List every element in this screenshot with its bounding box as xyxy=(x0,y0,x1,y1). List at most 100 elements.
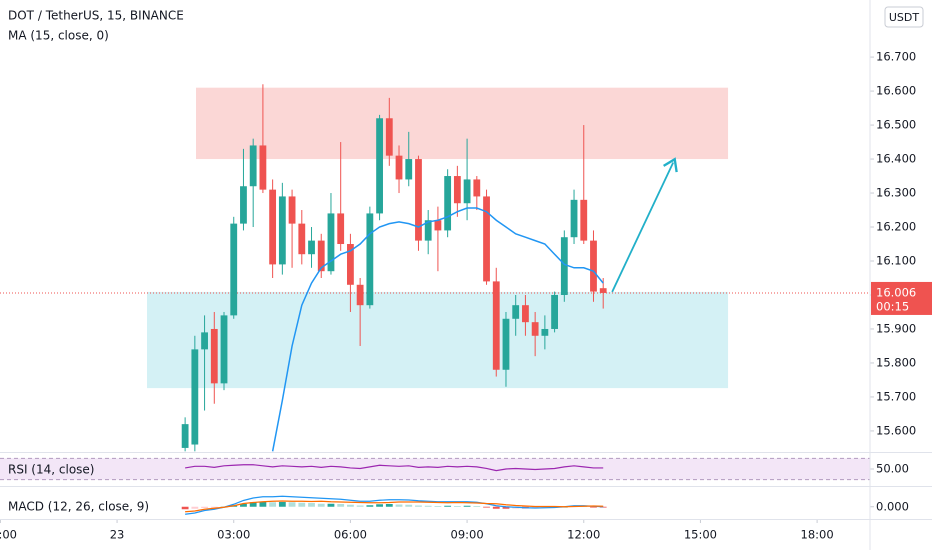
currency-button[interactable] xyxy=(884,6,924,28)
macd-histogram-bar xyxy=(269,502,277,507)
macd-histogram-bar xyxy=(599,506,607,508)
macd-title: MACD (12, 26, close, 9) xyxy=(8,500,149,514)
macd-histogram-bar xyxy=(181,506,189,510)
x-tick-label: 15:00 xyxy=(684,528,717,542)
macd-histogram-bar xyxy=(444,505,452,507)
x-tick-label: 09:00 xyxy=(451,528,484,542)
y-tick-label: 16.600 xyxy=(876,84,916,98)
macd-histogram-bar xyxy=(259,501,267,507)
macd-histogram-bar xyxy=(590,506,597,508)
x-tick-label: 21:00 xyxy=(0,528,17,542)
macd-histogram-bar xyxy=(347,504,354,507)
candle-body xyxy=(541,328,549,336)
candle-body xyxy=(298,223,306,255)
axes: 15.60015.70015.80015.90016.00016.10016.2… xyxy=(0,50,932,542)
candle-body xyxy=(220,315,228,384)
macd-histogram-bar xyxy=(424,505,432,507)
price-pane xyxy=(0,84,870,452)
candle-body xyxy=(463,179,471,204)
macd-histogram-bar xyxy=(201,506,208,508)
candle-body xyxy=(570,199,578,238)
candle-body xyxy=(191,349,199,445)
macd-line xyxy=(185,500,604,513)
macd-histogram-bar xyxy=(288,502,296,507)
macd-histogram-bar xyxy=(453,506,461,507)
candle-body xyxy=(405,159,413,180)
macd-histogram-bar xyxy=(463,505,471,507)
y-tick-label: 16.500 xyxy=(876,118,916,132)
macd-histogram-bar xyxy=(308,503,315,507)
rsi-line xyxy=(185,464,604,472)
macd-histogram-bar xyxy=(473,506,481,507)
y-tick-label: 15.800 xyxy=(876,355,916,369)
candle-body xyxy=(230,223,238,316)
projection-arrow xyxy=(611,157,678,293)
macd-histogram-bar xyxy=(298,502,306,507)
macd-histogram-bar xyxy=(366,505,374,507)
candle-body xyxy=(599,288,607,293)
candle-body xyxy=(502,318,510,370)
candle-body xyxy=(483,196,490,282)
indicator-label: MA (15, close, 0) xyxy=(8,29,109,43)
candle-body xyxy=(269,189,277,265)
candle-body xyxy=(444,176,452,231)
y-tick-label: 16.200 xyxy=(876,220,916,234)
x-tick-label: 12:00 xyxy=(567,528,600,542)
indicator-panes xyxy=(0,457,870,515)
candle-body xyxy=(249,145,257,187)
candle-body xyxy=(327,213,335,272)
candle-body xyxy=(415,159,422,241)
y-tick-label: 16.400 xyxy=(876,152,916,166)
x-tick-label: 23 xyxy=(110,528,125,542)
candle-body xyxy=(278,196,286,265)
macd-histogram-bar xyxy=(395,504,403,507)
currency-label: USDT xyxy=(889,11,920,24)
macd-histogram-bar xyxy=(405,504,413,507)
candle-body xyxy=(347,244,354,285)
rsi-band xyxy=(0,458,870,480)
macd-histogram-bar xyxy=(240,503,247,507)
macd-histogram-bar xyxy=(278,502,286,507)
x-tick-label: 03:00 xyxy=(217,528,250,542)
x-tick-label: 06:00 xyxy=(334,528,367,542)
candle-body xyxy=(337,213,345,245)
y-tick-label: 0.000 xyxy=(876,499,909,513)
candle-body xyxy=(522,305,529,323)
rsi-title: RSI (14, close) xyxy=(8,463,94,477)
ma-line xyxy=(271,207,604,452)
macd-histogram-bar xyxy=(502,506,510,509)
macd-histogram-bar xyxy=(415,505,422,507)
macd-histogram-bar xyxy=(327,503,335,507)
candle-body xyxy=(434,220,442,231)
candle-body xyxy=(395,155,403,180)
candle-body xyxy=(580,199,588,241)
symbol-title: DOT / TetherUS, 15, BINANCE xyxy=(8,9,184,23)
macd-histogram-bar xyxy=(492,506,500,509)
macd-histogram-bar xyxy=(191,506,199,509)
macd-line xyxy=(185,495,604,515)
y-tick-label: 50.00 xyxy=(876,462,909,476)
candle-body xyxy=(453,176,461,204)
y-tick-label: 16.700 xyxy=(876,50,916,64)
macd-histogram-bar xyxy=(337,504,345,507)
candle-body xyxy=(181,424,189,448)
macd-histogram-bar xyxy=(317,503,325,507)
candle-body xyxy=(473,179,481,197)
y-tick-label: 15.700 xyxy=(876,389,916,403)
macd-histogram-bar xyxy=(376,504,383,507)
zone xyxy=(147,291,729,389)
candle-body xyxy=(210,328,218,384)
candle-body xyxy=(551,294,558,329)
macd-histogram-bar xyxy=(434,506,442,507)
candle-body xyxy=(512,305,520,319)
candle-body xyxy=(376,118,383,214)
zone xyxy=(196,87,729,160)
candle-body xyxy=(590,240,597,292)
candle-body xyxy=(240,186,247,224)
y-tick-label: 16.300 xyxy=(876,186,916,200)
macd-histogram-bar xyxy=(210,506,218,508)
candle-body xyxy=(531,322,539,336)
candle-body xyxy=(366,213,374,306)
